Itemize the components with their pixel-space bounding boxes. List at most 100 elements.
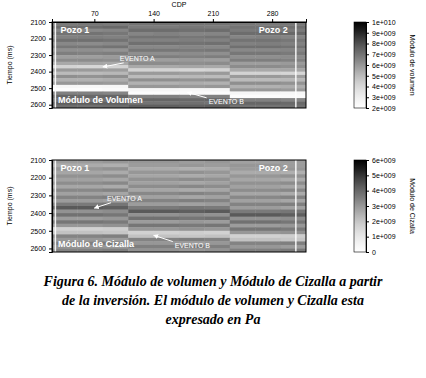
cell xyxy=(179,39,205,43)
cell xyxy=(179,68,205,72)
cell xyxy=(230,88,256,92)
tick: 210 xyxy=(208,10,220,22)
cell xyxy=(77,48,103,52)
cell xyxy=(154,220,180,224)
cell xyxy=(230,78,256,82)
cell xyxy=(179,62,205,66)
cell xyxy=(204,52,230,56)
cell xyxy=(230,195,256,199)
tick-label: 2500 xyxy=(30,85,46,92)
cell xyxy=(281,68,306,72)
cell xyxy=(103,167,129,171)
cell xyxy=(179,224,205,228)
cell xyxy=(255,238,281,242)
cell xyxy=(103,42,129,46)
cell xyxy=(103,35,129,39)
tick-label: 0 xyxy=(372,249,376,256)
cell xyxy=(77,72,103,76)
cell xyxy=(179,48,205,52)
cell xyxy=(230,224,256,228)
cell xyxy=(128,72,154,76)
cell xyxy=(230,82,256,86)
cell xyxy=(77,85,103,89)
cell xyxy=(281,202,306,206)
cell xyxy=(154,227,180,231)
tick-mark xyxy=(366,87,369,88)
tick: 2500 xyxy=(30,85,52,92)
cell xyxy=(204,85,230,89)
cell xyxy=(204,188,230,192)
cell xyxy=(204,39,230,43)
cell xyxy=(230,227,256,231)
tick: 2400 xyxy=(30,210,52,217)
cell xyxy=(179,25,205,29)
cell xyxy=(255,217,281,221)
cell xyxy=(154,202,180,206)
tick-label: 1e+010 xyxy=(372,19,396,26)
cell xyxy=(179,52,205,56)
cell xyxy=(281,248,306,252)
cell xyxy=(128,25,154,29)
well-label: Pozo 1 xyxy=(60,25,89,35)
cell xyxy=(255,45,281,49)
cell xyxy=(204,178,230,182)
cell xyxy=(204,199,230,203)
cell xyxy=(128,234,154,238)
cell xyxy=(230,91,256,95)
cell xyxy=(204,45,230,49)
tick-mark xyxy=(366,191,369,192)
cell xyxy=(128,88,154,92)
cell xyxy=(281,178,306,182)
cell xyxy=(103,206,129,210)
tick-label: 2e+009 xyxy=(372,105,396,112)
cell xyxy=(204,65,230,69)
annotation: EVENTO A xyxy=(120,55,155,62)
tick-label: 3e+009 xyxy=(372,203,396,210)
tick: 3e+009 xyxy=(366,203,396,210)
tick-mark xyxy=(49,88,52,89)
cell xyxy=(204,174,230,178)
cell xyxy=(128,202,154,206)
tick: 3e+009 xyxy=(366,94,396,101)
cell xyxy=(103,75,129,79)
cell xyxy=(77,185,103,189)
cell xyxy=(154,82,180,86)
tick-label: 4e+009 xyxy=(372,83,396,90)
cell xyxy=(103,82,129,86)
cell xyxy=(204,88,230,92)
panel-title: Módulo de Cizalla xyxy=(58,239,135,249)
cell xyxy=(128,181,154,185)
cell xyxy=(281,192,306,196)
tick-label: 1e+009 xyxy=(372,233,396,240)
cell xyxy=(154,188,180,192)
cell xyxy=(281,45,306,49)
cell xyxy=(154,248,180,252)
cell xyxy=(281,98,306,102)
cell xyxy=(204,192,230,196)
tick-mark xyxy=(366,22,369,23)
cell xyxy=(281,88,306,92)
cell xyxy=(103,234,129,238)
cell xyxy=(255,195,281,199)
cell xyxy=(281,55,306,59)
cell xyxy=(204,48,230,52)
tick-mark xyxy=(154,19,155,22)
cell xyxy=(204,167,230,171)
colorbar-axis: 6e+0095e+0094e+0093e+0092e+0091e+0090 xyxy=(366,157,396,256)
cell xyxy=(154,192,180,196)
cell xyxy=(230,52,256,56)
cell xyxy=(255,231,281,235)
cell xyxy=(154,68,180,72)
cell xyxy=(128,32,154,36)
cell xyxy=(204,224,230,228)
cell xyxy=(230,220,256,224)
cell xyxy=(281,231,306,235)
cell xyxy=(255,101,281,105)
y-axis: 210022002300240025002600 xyxy=(30,19,52,109)
cell xyxy=(128,224,154,228)
cell xyxy=(77,35,103,39)
cell xyxy=(154,45,180,49)
cell xyxy=(179,160,205,164)
tick-label: 210 xyxy=(208,10,220,17)
tick: 7e+009 xyxy=(366,51,396,58)
